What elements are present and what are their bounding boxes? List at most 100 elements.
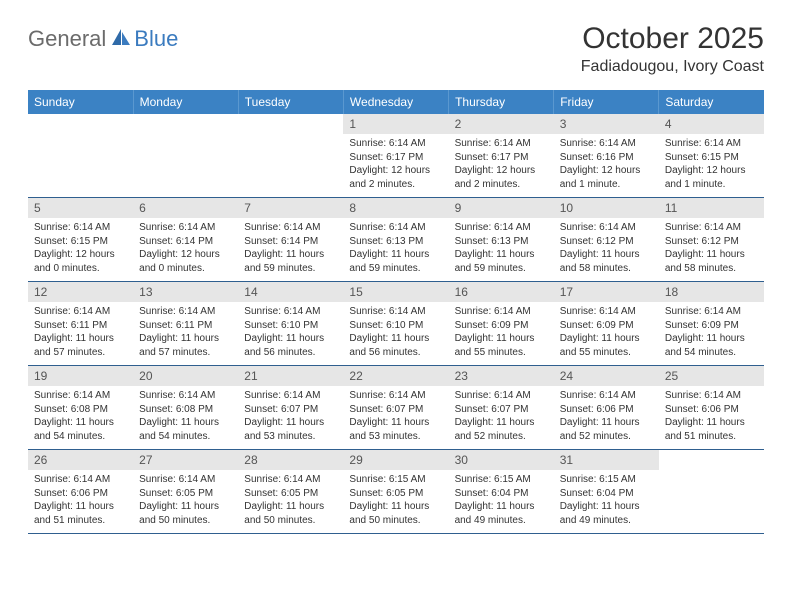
day-number-cell xyxy=(659,450,764,471)
day-number-row: 1234 xyxy=(28,114,764,134)
sunset-line: Sunset: 6:12 PM xyxy=(665,235,758,249)
day-number-row: 19202122232425 xyxy=(28,366,764,387)
daylight-line: Daylight: 12 hours and 1 minute. xyxy=(560,164,653,191)
daylight-line: Daylight: 11 hours and 52 minutes. xyxy=(455,416,548,443)
daylight-line: Daylight: 11 hours and 54 minutes. xyxy=(139,416,232,443)
weekday-row: SundayMondayTuesdayWednesdayThursdayFrid… xyxy=(28,90,764,114)
sunset-line: Sunset: 6:06 PM xyxy=(34,487,127,501)
day-data-cell: Sunrise: 6:14 AMSunset: 6:09 PMDaylight:… xyxy=(659,302,764,366)
day-data-cell: Sunrise: 6:14 AMSunset: 6:07 PMDaylight:… xyxy=(449,386,554,450)
weekday-header: Monday xyxy=(133,90,238,114)
day-data-cell: Sunrise: 6:15 AMSunset: 6:04 PMDaylight:… xyxy=(554,470,659,534)
weekday-header: Friday xyxy=(554,90,659,114)
day-number-row: 567891011 xyxy=(28,198,764,219)
day-data-cell xyxy=(238,134,343,198)
daylight-line: Daylight: 11 hours and 59 minutes. xyxy=(244,248,337,275)
day-number-cell: 28 xyxy=(238,450,343,471)
day-data-cell: Sunrise: 6:14 AMSunset: 6:17 PMDaylight:… xyxy=(449,134,554,198)
sunset-line: Sunset: 6:11 PM xyxy=(34,319,127,333)
daylight-line: Daylight: 11 hours and 58 minutes. xyxy=(665,248,758,275)
sunrise-line: Sunrise: 6:14 AM xyxy=(34,389,127,403)
sunset-line: Sunset: 6:07 PM xyxy=(349,403,442,417)
day-number-cell: 11 xyxy=(659,198,764,219)
day-data-cell: Sunrise: 6:14 AMSunset: 6:17 PMDaylight:… xyxy=(343,134,448,198)
daylight-line: Daylight: 11 hours and 50 minutes. xyxy=(139,500,232,527)
day-data-cell: Sunrise: 6:14 AMSunset: 6:14 PMDaylight:… xyxy=(133,218,238,282)
sunset-line: Sunset: 6:08 PM xyxy=(139,403,232,417)
day-number-cell: 8 xyxy=(343,198,448,219)
sunrise-line: Sunrise: 6:14 AM xyxy=(139,305,232,319)
sunset-line: Sunset: 6:11 PM xyxy=(139,319,232,333)
sunrise-line: Sunrise: 6:14 AM xyxy=(34,473,127,487)
daylight-line: Daylight: 11 hours and 53 minutes. xyxy=(349,416,442,443)
sunset-line: Sunset: 6:14 PM xyxy=(139,235,232,249)
day-data-cell: Sunrise: 6:14 AMSunset: 6:13 PMDaylight:… xyxy=(343,218,448,282)
sunrise-line: Sunrise: 6:14 AM xyxy=(139,221,232,235)
sunset-line: Sunset: 6:08 PM xyxy=(34,403,127,417)
sunrise-line: Sunrise: 6:15 AM xyxy=(560,473,653,487)
day-data-cell: Sunrise: 6:14 AMSunset: 6:05 PMDaylight:… xyxy=(238,470,343,534)
day-data-cell xyxy=(659,470,764,534)
day-number-cell xyxy=(238,114,343,134)
calendar-table: SundayMondayTuesdayWednesdayThursdayFrid… xyxy=(28,90,764,534)
daylight-line: Daylight: 11 hours and 49 minutes. xyxy=(455,500,548,527)
day-number-cell: 2 xyxy=(449,114,554,134)
sunset-line: Sunset: 6:13 PM xyxy=(455,235,548,249)
day-data-cell: Sunrise: 6:14 AMSunset: 6:07 PMDaylight:… xyxy=(238,386,343,450)
sunset-line: Sunset: 6:09 PM xyxy=(560,319,653,333)
daylight-line: Daylight: 11 hours and 56 minutes. xyxy=(244,332,337,359)
day-number-cell xyxy=(28,114,133,134)
day-number-cell: 18 xyxy=(659,282,764,303)
day-number-cell: 24 xyxy=(554,366,659,387)
day-data-row: Sunrise: 6:14 AMSunset: 6:06 PMDaylight:… xyxy=(28,470,764,534)
day-data-cell: Sunrise: 6:15 AMSunset: 6:05 PMDaylight:… xyxy=(343,470,448,534)
daylight-line: Daylight: 12 hours and 1 minute. xyxy=(665,164,758,191)
day-data-row: Sunrise: 6:14 AM Sunset: 6:17 PM Daylight:… xyxy=(28,134,764,198)
day-number-cell: 9 xyxy=(449,198,554,219)
day-number-cell: 16 xyxy=(449,282,554,303)
daylight-line: Daylight: 11 hours and 55 minutes. xyxy=(560,332,653,359)
day-data-cell: Sunrise: 6:14 AMSunset: 6:06 PMDaylight:… xyxy=(554,386,659,450)
day-number-cell: 14 xyxy=(238,282,343,303)
sunrise-line: Sunrise: 6:14 AM xyxy=(560,221,653,235)
day-data-cell: Sunrise: 6:14 AMSunset: 6:15 PMDaylight:… xyxy=(28,218,133,282)
sunrise-line: Sunrise: 6:14 AM xyxy=(560,305,653,319)
sunset-line: Sunset: 6:07 PM xyxy=(455,403,548,417)
daylight-line: Daylight: 12 hours and 0 minutes. xyxy=(34,248,127,275)
sunset-line: Sunset: 6:17 PM xyxy=(349,151,442,165)
sunrise-line: Sunrise: 6:15 AM xyxy=(455,473,548,487)
daylight-line: Daylight: 11 hours and 56 minutes. xyxy=(349,332,442,359)
sunrise-line: Sunrise: 6:14 AM xyxy=(244,389,337,403)
day-data-cell: Sunrise: 6:14 AMSunset: 6:11 PMDaylight:… xyxy=(133,302,238,366)
daylight-line: Daylight: 11 hours and 55 minutes. xyxy=(455,332,548,359)
day-data-cell: Sunrise: 6:14 AMSunset: 6:12 PMDaylight:… xyxy=(554,218,659,282)
calendar-body: 1234 Sunrise: 6:14 AM Sunset: 6:17 PM Dayl… xyxy=(28,114,764,534)
day-data-cell: Sunrise: 6:14 AMSunset: 6:06 PMDaylight:… xyxy=(659,386,764,450)
sunrise-line: Sunrise: 6:14 AM xyxy=(349,221,442,235)
sunset-line: Sunset: 6:06 PM xyxy=(665,403,758,417)
day-data-cell: Sunrise: 6:14 AMSunset: 6:10 PMDaylight:… xyxy=(343,302,448,366)
sunset-line: Sunset: 6:06 PM xyxy=(560,403,653,417)
sunrise-line: Sunrise: 6:14 AM xyxy=(34,305,127,319)
day-data-cell: Sunrise: 6:14 AMSunset: 6:05 PMDaylight:… xyxy=(133,470,238,534)
sunrise-line: Sunrise: 6:14 AM xyxy=(244,473,337,487)
logo-sail-icon xyxy=(110,27,132,52)
day-number-cell: 25 xyxy=(659,366,764,387)
day-data-row: Sunrise: 6:14 AMSunset: 6:08 PMDaylight:… xyxy=(28,386,764,450)
calendar-head: SundayMondayTuesdayWednesdayThursdayFrid… xyxy=(28,90,764,114)
day-number-cell: 31 xyxy=(554,450,659,471)
day-number-cell: 21 xyxy=(238,366,343,387)
day-data-cell xyxy=(28,134,133,198)
day-data-cell: Sunrise: 6:14 AMSunset: 6:13 PMDaylight:… xyxy=(449,218,554,282)
day-number-cell: 15 xyxy=(343,282,448,303)
sunrise-line: Sunrise: 6:14 AM xyxy=(560,389,653,403)
sunrise-line: Sunrise: 6:14 AM xyxy=(665,137,758,151)
day-data-cell: Sunrise: 6:15 AMSunset: 6:04 PMDaylight:… xyxy=(449,470,554,534)
sunset-line: Sunset: 6:16 PM xyxy=(560,151,653,165)
day-data-cell xyxy=(133,134,238,198)
daylight-line: Daylight: 11 hours and 58 minutes. xyxy=(560,248,653,275)
day-number-cell: 4 xyxy=(659,114,764,134)
sunset-line: Sunset: 6:12 PM xyxy=(560,235,653,249)
sunset-line: Sunset: 6:14 PM xyxy=(244,235,337,249)
day-number-cell: 13 xyxy=(133,282,238,303)
